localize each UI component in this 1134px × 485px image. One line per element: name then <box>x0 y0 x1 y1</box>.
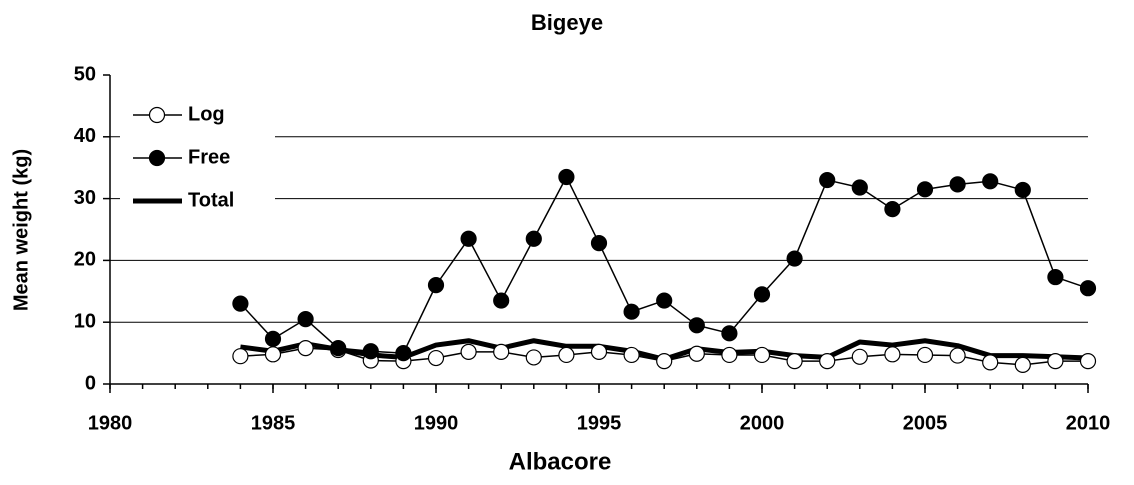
data-point <box>1047 353 1064 370</box>
data-point <box>721 325 738 342</box>
data-point <box>264 346 282 363</box>
y-tick-label: 30 <box>74 187 96 209</box>
legend-label: Free <box>188 146 230 168</box>
data-point <box>232 295 249 312</box>
chart-title: Bigeye <box>531 10 603 35</box>
data-point <box>786 250 803 267</box>
legend-label: Log <box>188 103 225 125</box>
x-tick-label: 1995 <box>577 412 622 434</box>
x-tick-label: 2005 <box>903 412 948 434</box>
y-tick-label: 20 <box>74 249 96 271</box>
data-point <box>427 277 445 294</box>
data-point <box>1014 356 1031 373</box>
data-point <box>460 343 477 360</box>
data-point <box>395 345 412 362</box>
x-tick-label: 2010 <box>1066 412 1111 434</box>
data-point <box>949 176 966 193</box>
data-point <box>1014 181 1031 199</box>
y-tick-label: 40 <box>74 125 96 147</box>
x-axis-label: Albacore <box>509 448 612 475</box>
x-tick-label: 1990 <box>414 412 459 434</box>
data-point <box>982 173 999 190</box>
data-point <box>264 330 282 347</box>
data-point <box>753 286 771 303</box>
data-point <box>297 311 314 328</box>
x-tick-label: 1985 <box>251 412 296 434</box>
legend-marker <box>148 106 166 124</box>
y-tick-label: 0 <box>85 372 96 394</box>
data-point <box>232 348 249 365</box>
data-point <box>558 168 575 186</box>
data-point <box>623 303 640 320</box>
data-point <box>884 346 901 363</box>
data-point <box>688 317 705 334</box>
data-point <box>721 346 738 364</box>
legend-marker <box>148 149 166 167</box>
data-point <box>688 345 705 362</box>
data-point <box>982 354 999 371</box>
data-point <box>819 171 836 189</box>
data-point <box>590 343 608 360</box>
y-axis-label: Mean weight (kg) <box>10 149 32 311</box>
data-point <box>884 201 901 218</box>
data-point <box>1079 353 1097 370</box>
data-point <box>623 346 640 364</box>
y-tick-label: 10 <box>74 310 96 332</box>
data-point <box>786 353 803 370</box>
y-tick-label: 50 <box>74 63 96 85</box>
data-point <box>460 230 477 247</box>
data-point <box>753 346 771 364</box>
data-point <box>558 346 575 364</box>
data-point <box>297 340 314 357</box>
x-tick-label: 2000 <box>740 412 785 434</box>
data-point <box>916 181 934 198</box>
data-point <box>949 347 966 364</box>
data-point <box>851 348 868 365</box>
legend-label: Total <box>188 189 234 211</box>
data-point <box>525 230 542 247</box>
data-point <box>427 349 445 367</box>
data-point <box>493 343 510 360</box>
data-point <box>819 353 836 370</box>
data-point <box>1079 280 1097 297</box>
data-point <box>493 292 510 309</box>
data-point <box>851 179 868 196</box>
legend-box <box>120 93 275 217</box>
data-point <box>525 349 542 366</box>
data-point <box>916 346 934 364</box>
data-point <box>1047 268 1064 286</box>
data-point <box>590 234 608 252</box>
data-point <box>330 340 347 357</box>
data-point <box>362 343 379 360</box>
x-tick-label: 1980 <box>88 412 133 434</box>
data-point <box>656 353 673 370</box>
data-point <box>656 292 673 309</box>
series-line <box>239 176 1089 354</box>
